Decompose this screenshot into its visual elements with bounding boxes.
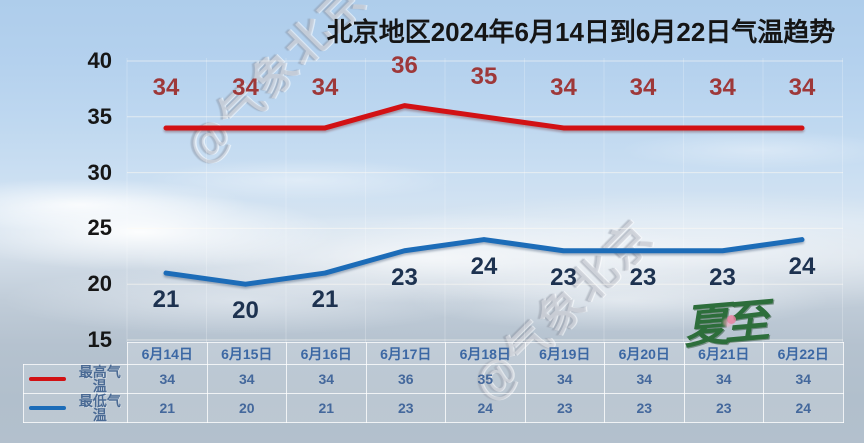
low-temp-value-label: 23 <box>629 263 657 291</box>
table-date-header: 6月20日 <box>604 342 685 365</box>
table-cell: 24 <box>763 393 844 423</box>
high-temp-value-label: 34 <box>788 73 816 101</box>
high-temp-value-label: 34 <box>550 73 577 101</box>
table-cell: 23 <box>604 393 685 423</box>
table-date-header: 6月21日 <box>683 342 764 365</box>
table-date-header: 6月14日 <box>127 342 208 365</box>
table-date-header: 6月17日 <box>365 342 446 365</box>
table-cell: 36 <box>365 364 446 394</box>
high-temp-value-label: 35 <box>470 62 498 90</box>
table-date-header: 6月15日 <box>206 342 287 365</box>
y-axis-tick-label: 25 <box>87 215 112 241</box>
low-temp-line <box>163 237 805 287</box>
y-axis-tick-label: 15 <box>87 327 112 352</box>
table-cell: 35 <box>445 364 526 394</box>
low-temp-value-label: 23 <box>550 263 577 291</box>
table-row-high-temp: 最高气温 34 34 34 36 35 34 34 34 34 <box>23 364 844 394</box>
high-temp-value-label: 34 <box>232 73 259 101</box>
table-cell: 34 <box>206 364 287 394</box>
high-temp-value-label: 34 <box>709 73 736 101</box>
table-row-dates: 6月14日 6月15日 6月16日 6月17日 6月18日 6月19日 6月20日 6月21日… <box>24 342 844 365</box>
table-cell: 34 <box>683 364 764 394</box>
table-cell: 21 <box>286 393 367 423</box>
table-cell: 34 <box>127 364 208 394</box>
table-row-low-temp: 最低气温 21 20 21 23 24 23 23 23 24 <box>23 393 844 423</box>
table-spacer-cell <box>24 343 128 365</box>
table-cell: 34 <box>286 364 367 394</box>
table-cell: 23 <box>524 393 605 423</box>
table-cell: 34 <box>763 364 844 394</box>
legend-label-high: 最高气温 <box>78 364 121 394</box>
high-temp-legend-line-icon <box>29 377 66 381</box>
table-cell: 23 <box>683 393 764 423</box>
table-cell: 24 <box>445 393 526 423</box>
low-temp-value-label: 20 <box>232 297 259 325</box>
y-axis-tick-label: 35 <box>87 103 112 129</box>
legend-label-low: 最低气温 <box>78 393 121 423</box>
y-axis-tick-label: 20 <box>87 271 112 297</box>
table-cell: 20 <box>206 393 287 423</box>
table-date-header: 6月19日 <box>524 342 605 365</box>
table-date-header: 6月22日 <box>763 342 844 365</box>
table-cell: 34 <box>524 364 605 394</box>
legend-low-temp: 最低气温 <box>23 393 128 423</box>
table-date-header: 6月16日 <box>286 342 367 365</box>
table-cell: 34 <box>604 364 685 394</box>
table-date-header: 6月18日 <box>445 342 526 365</box>
low-temp-value-label: 24 <box>788 252 816 280</box>
high-temp-value-label: 34 <box>311 73 339 101</box>
high-temp-value-label: 36 <box>391 51 418 79</box>
low-temp-value-label: 24 <box>470 252 498 280</box>
low-temp-value-label: 21 <box>152 286 180 314</box>
low-temp-value-label: 23 <box>709 263 736 291</box>
y-axis-tick-label: 40 <box>87 48 112 73</box>
high-temp-line <box>163 103 805 131</box>
flower-decoration-icon <box>727 315 736 324</box>
table-cell: 21 <box>127 393 208 423</box>
high-temp-value-label: 34 <box>629 73 657 101</box>
low-temp-value-label: 23 <box>391 263 418 291</box>
summer-solstice-stamp: 夏至 <box>681 295 766 354</box>
low-temp-legend-line-icon <box>29 406 66 410</box>
high-temp-value-label: 34 <box>152 73 180 101</box>
table-cell: 23 <box>365 393 446 423</box>
legend-high-temp: 最高气温 <box>23 364 128 394</box>
low-temp-value-label: 21 <box>311 286 339 314</box>
chart-title: 北京地区2024年6月14日到6月22日气温趋势 <box>326 17 836 47</box>
y-axis-tick-label: 30 <box>87 159 112 185</box>
temperature-table: 6月14日 6月15日 6月16日 6月17日 6月18日 6月19日 6月20日 6月21日… <box>23 342 844 423</box>
